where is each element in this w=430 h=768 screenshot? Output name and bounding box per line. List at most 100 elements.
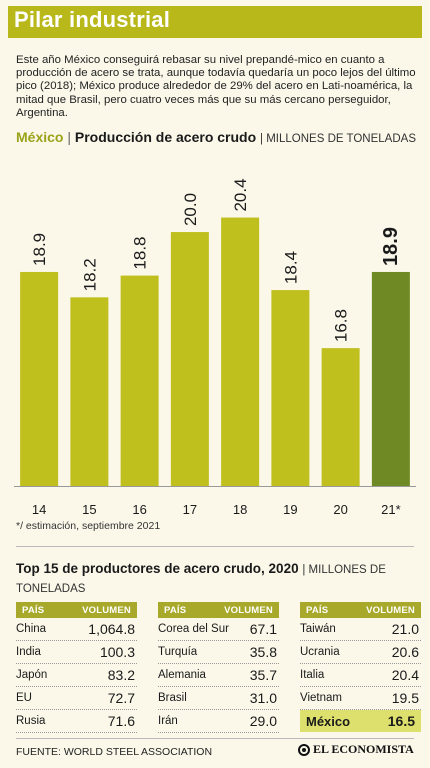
country-name: China [16, 623, 47, 635]
brand-mark-icon [298, 743, 310, 756]
header-band: Pilar industrial [0, 0, 430, 44]
chart-country: México [16, 129, 64, 145]
bar-14 [20, 271, 59, 486]
table-row: Vietnam 19.5 [300, 687, 421, 710]
bar-17 [170, 232, 209, 486]
x-tick-label: 17 [183, 502, 197, 517]
country-name: Taiwán [300, 623, 336, 635]
country-name: Alemania [158, 669, 206, 681]
country-name: México [306, 713, 351, 729]
producers-table-3: PAÍS VOLUMEN Taiwán 21.0 Ucrania 20.6 Italia 20… [300, 602, 421, 732]
table-row: Turquía 35.8 [158, 641, 279, 664]
country-name: Japón [16, 669, 48, 681]
x-tick-label: 14 [32, 502, 46, 517]
country-volume: 20.4 [391, 667, 419, 683]
country-volume: 19.5 [391, 690, 419, 706]
country-volume: 29.0 [249, 713, 277, 729]
brand-logo: EL ECONOMISTA [298, 742, 414, 757]
page-title: Pilar industrial [14, 7, 171, 32]
header-volume: VOLUMEN [366, 604, 415, 616]
producers-table-1: PAÍS VOLUMEN China 1,064.8 India 100.3 Japón 83… [16, 602, 137, 733]
country-name: Rusia [16, 715, 46, 727]
table-row: China 1,064.8 [16, 618, 137, 641]
section-divider [16, 546, 414, 547]
top15-title: Top 15 de productores de acero crudo, 20… [16, 561, 299, 576]
producers-table-2: PAÍS VOLUMEN Corea del Sur 67.1 Turquía 35.8 A… [158, 602, 279, 733]
country-volume: 35.7 [249, 667, 277, 683]
country-name: Corea del Sur [158, 623, 229, 635]
chart-footnote: */ estimación, septiembre 2021 [16, 520, 161, 532]
bar-15 [70, 297, 109, 486]
data-label: 18.4 [281, 251, 300, 284]
table-row: Italia 20.4 [300, 664, 421, 687]
x-tick-label: 18 [233, 502, 247, 517]
chart-separator: | [67, 129, 71, 145]
bar-20 [321, 348, 360, 486]
data-label: 18.9 [380, 227, 402, 266]
table-row: Taiwán 21.0 [300, 618, 421, 641]
x-tick-label: 15 [82, 502, 96, 517]
title-box: Pilar industrial [8, 6, 422, 38]
country-volume: 20.6 [391, 644, 419, 660]
table-header: PAÍS VOLUMEN [158, 602, 279, 618]
chart-unit: | MILLONES DE TONELADAS [260, 133, 416, 145]
data-label: 20.4 [231, 178, 250, 211]
bar-16 [120, 275, 159, 486]
chart-title: Producción de acero crudo [74, 129, 257, 145]
table-row: Corea del Sur 67.1 [158, 618, 279, 641]
country-name: Brasil [158, 692, 187, 704]
country-name: Irán [158, 715, 178, 727]
header-country: PAÍS [306, 604, 329, 616]
header-volume: VOLUMEN [224, 604, 273, 616]
table-row: Irán 29.0 [158, 710, 279, 733]
country-volume: 31.0 [249, 690, 277, 706]
brand-name: EL ECONOMISTA [313, 742, 414, 756]
table-row: Brasil 31.0 [158, 687, 279, 710]
data-label: 16.8 [332, 309, 351, 342]
bar-18 [221, 217, 260, 486]
country-volume: 72.7 [107, 690, 135, 706]
data-label: 18.8 [131, 236, 150, 269]
footer-divider [16, 738, 414, 739]
data-label: 20.0 [181, 193, 200, 226]
header-country: PAÍS [22, 604, 45, 616]
country-name: India [16, 646, 41, 658]
header-volume: VOLUMEN [82, 604, 131, 616]
country-name: Ucrania [300, 646, 340, 658]
data-label: 18.9 [30, 233, 49, 266]
country-volume: 83.2 [107, 667, 135, 683]
x-tick-label: 19 [283, 502, 297, 517]
x-tick-label: 20 [333, 502, 347, 517]
country-volume: 21.0 [391, 621, 419, 637]
header-country: PAÍS [164, 604, 187, 616]
country-volume: 16.5 [387, 713, 415, 729]
country-name: Vietnam [300, 692, 342, 704]
source-note: FUENTE: WORLD STEEL ASSOCIATION [16, 746, 213, 758]
bar-19 [271, 290, 310, 486]
country-volume: 1,064.8 [88, 621, 135, 637]
country-volume: 35.8 [249, 644, 277, 660]
table-row: EU 72.7 [16, 687, 137, 710]
table-row: Rusia 71.6 [16, 710, 137, 733]
country-name: EU [16, 692, 32, 704]
chart-subtitle: México | Producción de acero crudo | MIL… [16, 128, 416, 148]
data-label: 18.2 [80, 258, 99, 291]
country-volume: 100.3 [99, 644, 135, 660]
top15-title-block: Top 15 de productores de acero crudo, 20… [16, 560, 416, 598]
country-volume: 71.6 [107, 713, 135, 729]
table-row: Alemania 35.7 [158, 664, 279, 687]
x-tick-label: 21* [381, 502, 401, 517]
top15-unit: | MILLONES DE TONELADAS [16, 564, 386, 595]
intro-paragraph: Este año México conseguirá rebasar su ni… [16, 54, 416, 119]
bar-21 [371, 271, 410, 486]
country-name: Turquía [158, 646, 198, 658]
bar-chart: 18.9 14 18.2 15 18.8 16 20.0 17 20.4 18 18.4 19 16.8… [14, 178, 416, 517]
x-tick-label: 16 [132, 502, 146, 517]
table-header: PAÍS VOLUMEN [16, 602, 137, 618]
country-name: Italia [300, 669, 325, 681]
table-row: Ucrania 20.6 [300, 641, 421, 664]
country-volume: 67.1 [249, 621, 277, 637]
table-row-highlight: México 16.5 [300, 710, 421, 732]
table-header: PAÍS VOLUMEN [300, 602, 421, 618]
table-row: Japón 83.2 [16, 664, 137, 687]
